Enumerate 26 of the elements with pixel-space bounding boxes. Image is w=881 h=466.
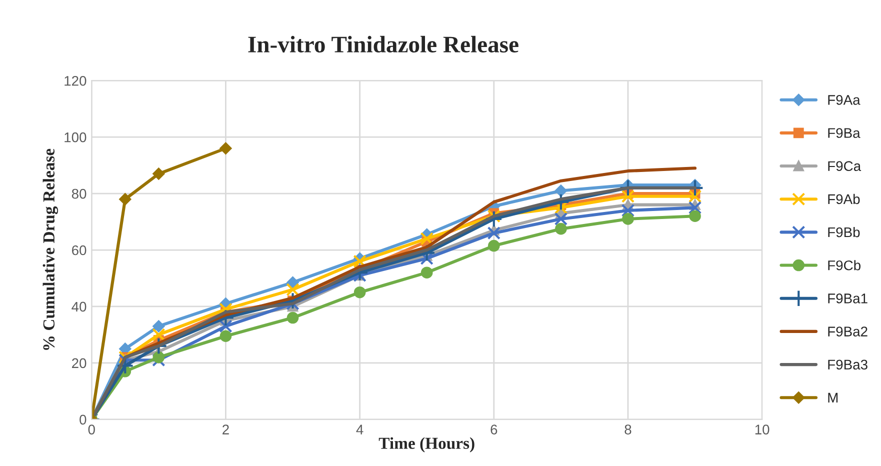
y-tick-label: 0	[80, 414, 86, 425]
legend-label: F9Aa	[828, 95, 860, 105]
x-tick-label: 0	[88, 424, 95, 434]
x-tick-label: 4	[356, 424, 364, 434]
y-tick-label: 120	[64, 76, 86, 86]
x-tick-label: 10	[755, 424, 770, 434]
legend-label: F9Ba2	[828, 326, 868, 336]
y-axis-title: % Cumulative Drug Release	[42, 148, 58, 350]
legend-label: F9Ba1	[828, 294, 868, 304]
legend-label: F9Bb	[828, 226, 860, 238]
legend-label: M	[828, 392, 838, 402]
y-tick-label: 60	[72, 245, 86, 256]
legend-label: F9Ab	[828, 194, 860, 204]
x-tick-label: 8	[624, 424, 632, 434]
legend-label: F9Ba3	[828, 360, 868, 370]
legend-label: F9Ba	[828, 128, 860, 138]
x-axis-title: Time (Hours)	[378, 437, 474, 452]
legend-label: F9Cb	[828, 260, 860, 270]
x-tick-label: 2	[222, 424, 229, 434]
y-tick-label: 80	[72, 188, 86, 199]
y-tick-label: 40	[72, 302, 86, 312]
chart-title: In-vitro Tinidazole Release	[248, 36, 518, 53]
x-tick-label: 6	[490, 424, 498, 434]
y-tick-label: 20	[72, 358, 86, 368]
y-tick-label: 100	[64, 132, 86, 142]
legend-label: F9Ca	[828, 161, 862, 172]
